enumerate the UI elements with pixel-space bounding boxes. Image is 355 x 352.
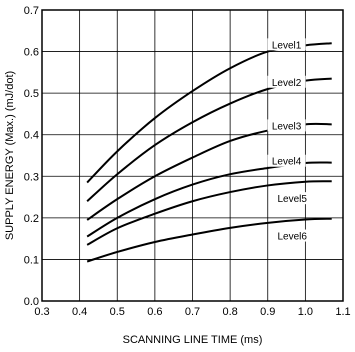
x-tick-label: 0.5 [110, 306, 125, 318]
x-tick-labels: 0.3 0.4 0.5 0.6 0.7 0.8 0.9 1.0 1.1 [34, 306, 350, 318]
series-label-bg [273, 192, 312, 205]
plot-frame [41, 9, 344, 302]
series-label-bg [267, 38, 306, 51]
x-tick-label: 0.3 [34, 306, 49, 318]
y-axis-title: SUPPLY ENERGY (Max.) (mJ/dot) [4, 71, 16, 240]
y-tick-label: 0.7 [24, 5, 39, 17]
series-label-bg [273, 229, 312, 242]
series-label-level5: Level5 [277, 194, 307, 205]
y-tick-label: 0.5 [24, 88, 39, 100]
series-label-level4: Level4 [272, 157, 302, 168]
series-label-bg [267, 75, 306, 88]
y-tick-label: 0.4 [24, 130, 39, 142]
x-tick-label: 0.6 [147, 306, 162, 318]
series-label-bg [267, 154, 306, 167]
series-label-level3: Level3 [272, 121, 302, 132]
series-line-level6 [86, 217, 332, 263]
series-label-level1: Level1 [272, 40, 302, 51]
y-tick-label: 0.2 [24, 213, 39, 225]
y-tick-label: 0.0 [24, 296, 39, 308]
x-tick-label: 0.7 [185, 306, 200, 318]
x-tick-label: 1.1 [335, 306, 350, 318]
series-label-level6: Level6 [277, 232, 307, 243]
x-tick-label: 1.0 [298, 306, 313, 318]
series-label-bg [267, 119, 306, 132]
series-labels: Level1 Level2 Level3 Level4 Level5 Level6 [267, 38, 312, 243]
x-axis-title: SCANNING LINE TIME (ms) [123, 334, 263, 346]
y-tick-label: 0.3 [24, 171, 39, 183]
y-tick-labels: 0.0 0.1 0.2 0.3 0.4 0.5 0.6 0.7 [24, 5, 39, 308]
series-label-level2: Level2 [272, 78, 302, 89]
x-tick-label: 0.8 [222, 306, 237, 318]
series-line-level5 [86, 180, 332, 246]
x-tick-label: 0.4 [72, 306, 87, 318]
y-tick-label: 0.1 [24, 254, 39, 266]
y-tick-label: 0.6 [24, 47, 39, 59]
series-line-level3 [86, 122, 332, 221]
x-tick-label: 0.9 [260, 306, 275, 318]
